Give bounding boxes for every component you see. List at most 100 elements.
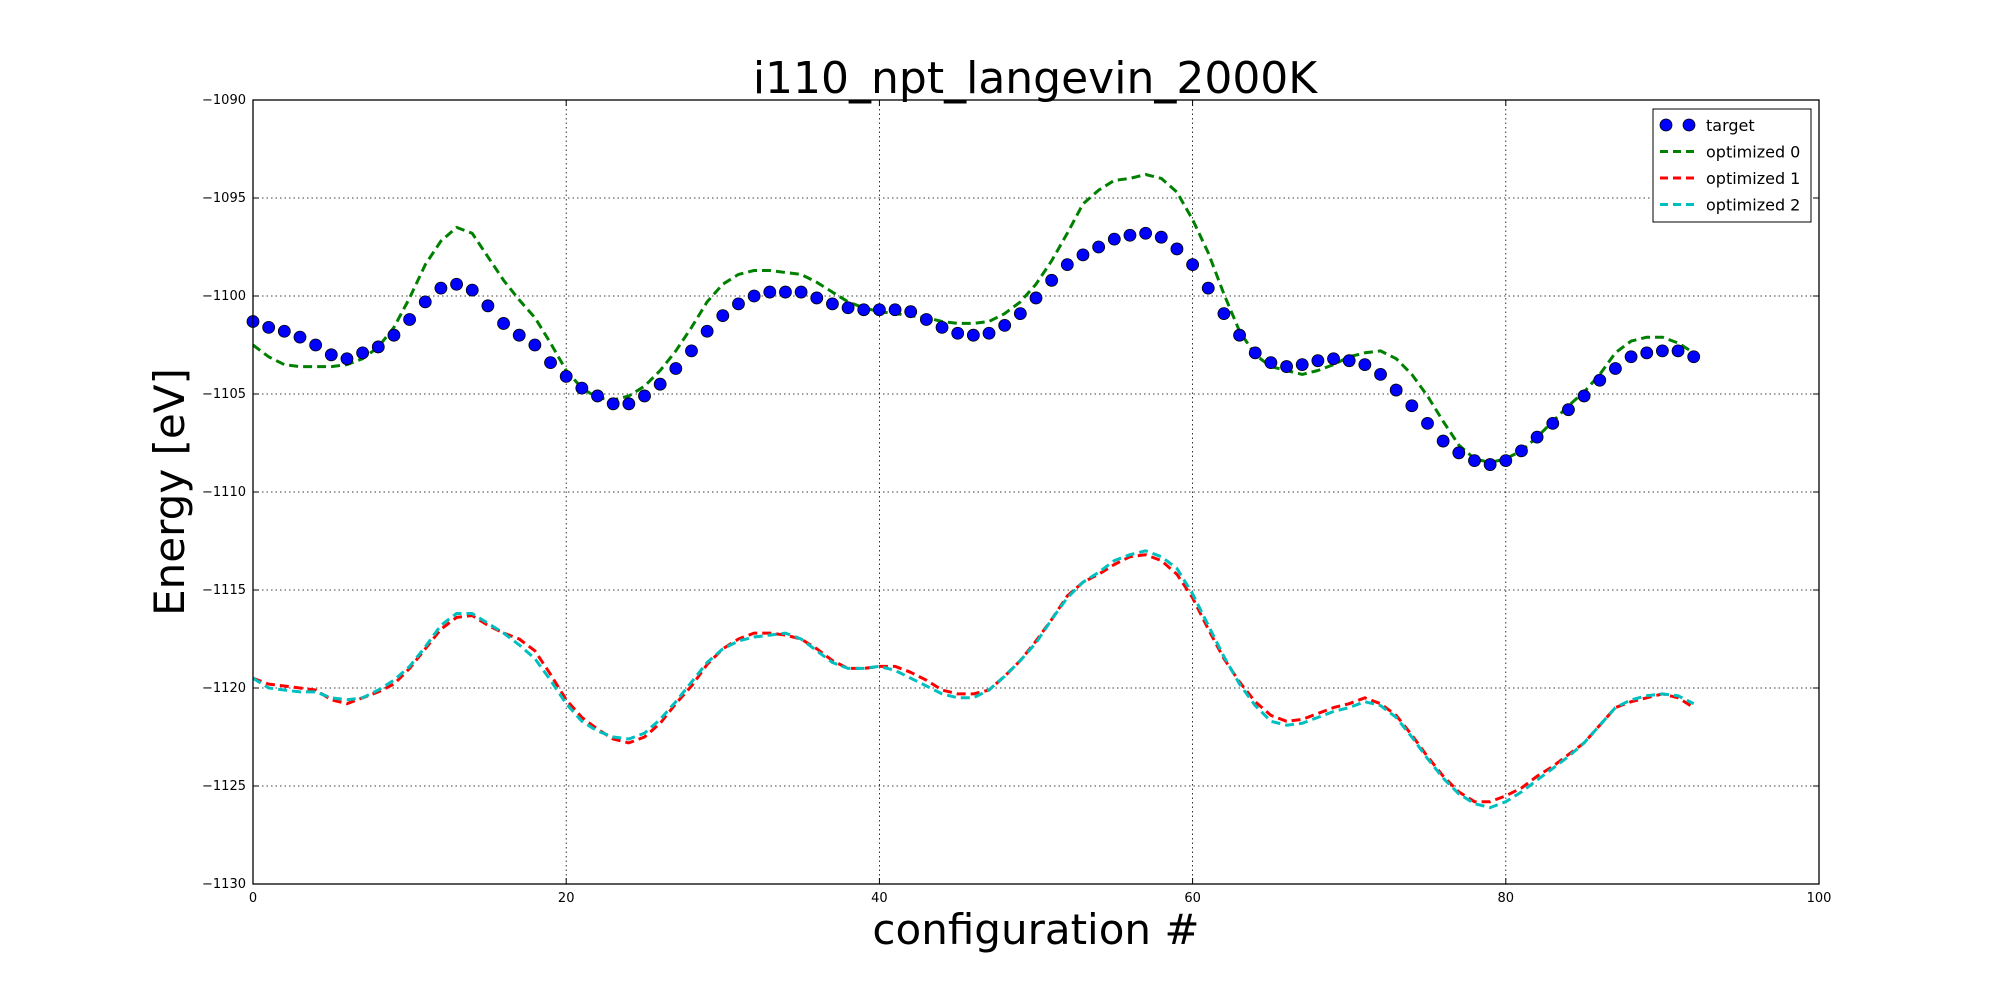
- data-point: [669, 362, 683, 375]
- data-point: [544, 356, 557, 370]
- x-axis-ticks: 0 20 40 60 80 100: [249, 100, 1832, 906]
- legend-label-optimized-2: optimized 2: [1706, 196, 1800, 215]
- data-point: [387, 328, 401, 342]
- data-point: [324, 348, 338, 362]
- data-point: [763, 285, 777, 299]
- data-point: [1311, 354, 1325, 368]
- y-axis-ticks: −1130 −1125 −1120 −1115 −1110 −1105 −1100 −1095…: [202, 93, 1819, 892]
- data-point: [434, 281, 448, 295]
- x-tick-label: 80: [1498, 891, 1515, 906]
- data-point: [1342, 354, 1356, 368]
- data-point: [1092, 240, 1106, 254]
- legend-label-optimized-0: optimized 0: [1706, 143, 1800, 162]
- y-tick-label: −1100: [202, 289, 246, 304]
- data-point: [1295, 358, 1309, 372]
- data-point: [418, 295, 432, 309]
- x-tick-label: 100: [1807, 891, 1832, 906]
- data-point: [528, 338, 542, 352]
- data-point: [873, 303, 886, 317]
- data-point: [1562, 403, 1575, 417]
- data-point: [465, 283, 479, 297]
- data-point: [935, 320, 949, 334]
- data-point: [1421, 416, 1434, 430]
- data-point: [575, 381, 589, 395]
- data-point: [340, 352, 354, 366]
- data-point: [1264, 356, 1278, 370]
- data-point: [1139, 226, 1153, 240]
- y-tick-label: −1125: [202, 779, 246, 794]
- data-point: [1468, 454, 1481, 468]
- data-point: [606, 397, 620, 411]
- data-point: [1405, 399, 1419, 413]
- data-point: [919, 313, 933, 326]
- data-point: [1624, 350, 1638, 364]
- data-point: [1186, 258, 1199, 272]
- data-point: [841, 301, 855, 315]
- y-tick-label: −1130: [202, 877, 246, 892]
- data-point: [512, 328, 526, 342]
- y-tick-label: −1105: [202, 387, 246, 402]
- chart-title: i110_npt_langevin_2000K: [753, 53, 1318, 104]
- data-point: [1609, 362, 1622, 375]
- data-point: [403, 313, 417, 326]
- data-point: [1327, 352, 1340, 366]
- data-point: [1013, 307, 1027, 321]
- series-lines: [252, 173, 1695, 810]
- data-point: [1577, 389, 1591, 403]
- target-markers: [246, 226, 1701, 471]
- data-point: [1515, 444, 1528, 458]
- y-tick-label: −1095: [202, 191, 246, 206]
- data-point: [356, 346, 370, 360]
- data-point: [1076, 248, 1090, 262]
- data-point: [497, 317, 510, 330]
- legend-marker-target: [1659, 118, 1673, 132]
- data-point: [1671, 344, 1685, 358]
- data-point: [1358, 358, 1372, 372]
- y-tick-label: −1110: [202, 485, 246, 500]
- data-point: [779, 285, 792, 299]
- data-point: [685, 344, 698, 358]
- data-point: [888, 303, 902, 317]
- data-point: [1029, 291, 1043, 305]
- x-axis-label: configuration #: [872, 905, 1199, 954]
- series-line-optimized-2: [252, 549, 1695, 810]
- data-point: [262, 320, 276, 334]
- data-point: [1483, 458, 1497, 471]
- data-point: [716, 309, 730, 323]
- legend: target optimized 0 optimized 1 optimized 2: [1652, 108, 1812, 223]
- data-point: [1060, 258, 1074, 272]
- data-point: [998, 318, 1012, 332]
- data-point: [1687, 350, 1701, 364]
- y-tick-label: −1090: [202, 93, 246, 108]
- data-point: [277, 324, 291, 338]
- data-point: [1374, 367, 1387, 381]
- data-point: [293, 330, 307, 344]
- data-point: [481, 299, 495, 313]
- series-line-optimized-0: [252, 173, 1695, 465]
- legend-marker-target: [1682, 118, 1696, 132]
- y-axis-label: Energy [eV]: [145, 368, 194, 616]
- data-point: [1233, 328, 1246, 342]
- data-point: [966, 328, 980, 342]
- data-point: [1640, 346, 1654, 360]
- y-tick-label: −1115: [202, 583, 246, 598]
- data-point: [559, 369, 573, 383]
- y-tick-label: −1120: [202, 681, 246, 696]
- data-point: [1045, 273, 1059, 287]
- data-point: [1452, 446, 1466, 460]
- data-point: [1499, 454, 1513, 468]
- data-point: [450, 277, 463, 291]
- legend-label-optimized-1: optimized 1: [1706, 169, 1800, 188]
- data-point: [732, 297, 745, 311]
- data-point: [826, 297, 839, 311]
- data-point: [1201, 281, 1215, 295]
- data-point: [1154, 230, 1168, 244]
- data-point: [1593, 373, 1607, 387]
- data-point: [982, 326, 996, 340]
- data-point: [747, 289, 761, 303]
- data-point: [591, 389, 604, 403]
- x-tick-label: 0: [249, 891, 257, 906]
- x-tick-label: 40: [871, 891, 888, 906]
- data-point: [810, 291, 824, 305]
- data-point: [638, 389, 651, 403]
